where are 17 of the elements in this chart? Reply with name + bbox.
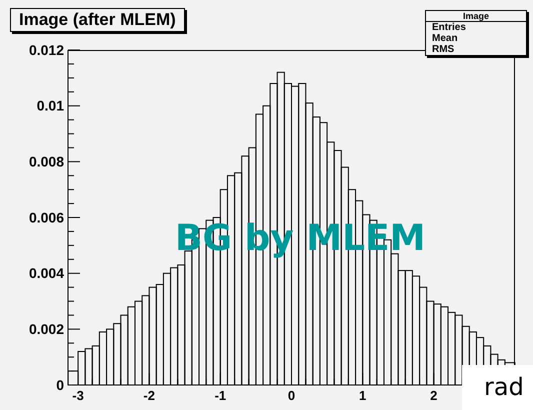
- y-tick-label: 0.012: [28, 42, 64, 58]
- y-tick-label: 0.01: [36, 98, 64, 114]
- x-tick-label: 2: [430, 388, 438, 403]
- stats-box: Image Entries Mean RMS: [425, 10, 527, 56]
- y-tick-label: 0: [56, 376, 64, 393]
- y-tick-label: 0.002: [28, 321, 64, 338]
- x-tick-label: -3: [72, 388, 84, 403]
- x-tick-label: 0: [288, 388, 296, 403]
- x-tick-label: -2: [143, 388, 155, 403]
- chart-title: Image (after MLEM): [10, 8, 185, 32]
- x-tick-label: -1: [214, 388, 226, 403]
- x-axis-title: rad: [462, 365, 533, 410]
- annotation: RMS: [431, 44, 456, 55]
- y-tick-label: 0.006: [28, 209, 64, 226]
- y-tick-label: 0.008: [28, 154, 64, 170]
- y-tick-label: 0.004: [28, 265, 64, 282]
- x-tick-label: 1: [359, 388, 366, 403]
